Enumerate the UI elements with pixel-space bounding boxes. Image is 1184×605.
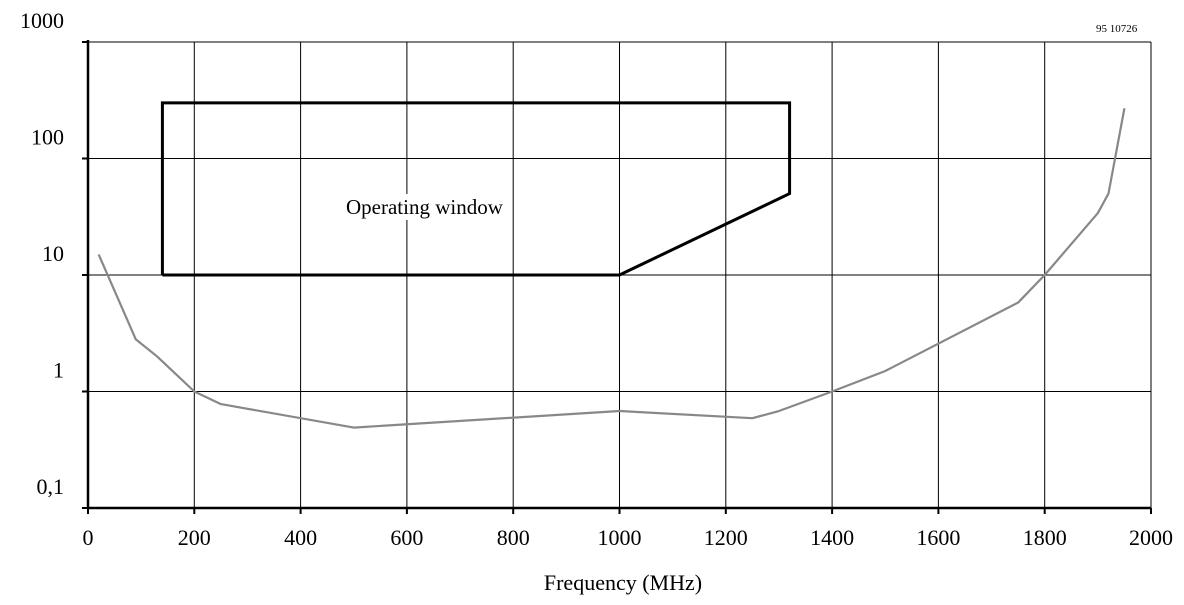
x-tick-label: 0 [83, 525, 94, 550]
sensitivity-curve [97, 108, 1126, 429]
x-tick-label: 400 [284, 525, 317, 550]
axes [82, 40, 1152, 514]
operating-window-outline [160, 101, 792, 277]
y-tick-label: 0,1 [37, 474, 65, 499]
y-tick-label: 1 [53, 358, 64, 383]
y-tick-label: 10 [42, 241, 64, 266]
x-tick-label: 1200 [704, 525, 748, 550]
tick-labels: 0 200 400 600 800 1000 1200 1400 1600 1800 2000 0,1… [20, 8, 1173, 550]
figure-code: 95 10726 [1096, 23, 1138, 35]
operating-window-label: Operating window [346, 195, 504, 219]
x-tick-label: 600 [390, 525, 423, 550]
operating-window-label-bg [343, 194, 507, 220]
x-tick-label: 1400 [810, 525, 854, 550]
x-tick-label: 1000 [598, 525, 642, 550]
x-tick-label: 1600 [916, 525, 960, 550]
y-tick-label: 1000 [20, 8, 64, 33]
x-tick-label: 800 [497, 525, 530, 550]
x-tick-label: 2000 [1129, 525, 1173, 550]
y-tick-label: 100 [31, 125, 64, 150]
x-tick-label: 1800 [1023, 525, 1067, 550]
x-tick-label: 200 [178, 525, 211, 550]
x-axis-title: Frequency (MHz) [544, 570, 702, 595]
